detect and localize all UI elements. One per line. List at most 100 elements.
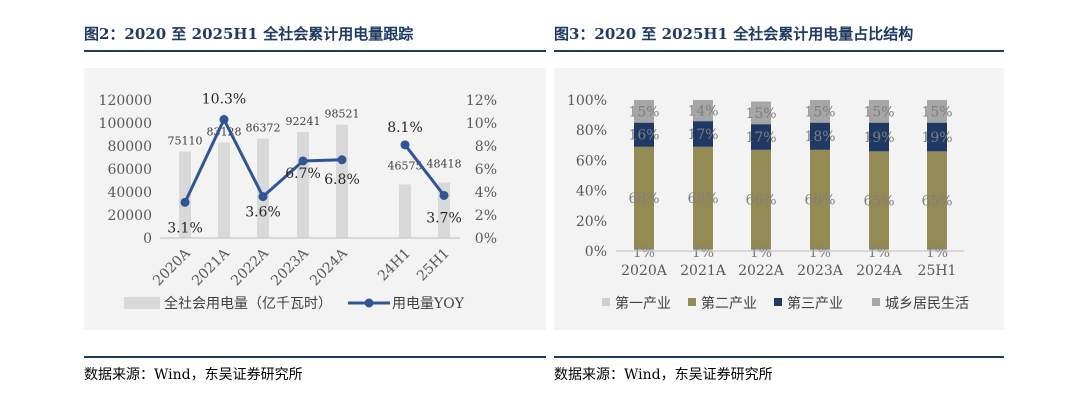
yoy-point [219,115,229,125]
y-right-tick-label: 12% [466,93,497,109]
stack-segment [693,249,713,251]
y-left-tick-label: 100000 [99,116,152,132]
stack-segment [751,249,771,251]
segment-value-label: 1% [868,245,890,261]
yoy-point [258,192,268,202]
segment-value-label: 68% [628,191,659,207]
stack-segment [810,122,830,150]
yoy-value-label: 6.7% [285,166,321,182]
segment-value-label: 15% [745,106,776,122]
segment-value-label: 16% [628,128,659,144]
stack-segment [634,146,654,250]
stack-segment [634,249,654,251]
y-tick-label: 100% [567,93,607,109]
yoy-value-label: 10.3% [202,92,246,108]
segment-value-label: 65% [863,193,894,209]
x-tick-label: 2020A [621,263,668,279]
stack-segment [810,249,830,251]
y-left-tick-label: 20000 [107,208,152,224]
x-tick-label: 2023A [268,245,312,289]
y-right-tick-label: 2% [475,208,497,224]
yoy-line [403,143,446,197]
segment-value-label: 1% [633,245,655,261]
yoy-point [180,197,190,207]
yoy-value-label: 3.6% [245,205,281,221]
stack-segment [693,146,713,250]
stack-segment [869,122,889,152]
x-tick-label: 2022A [228,245,272,289]
y-tick-label: 20% [576,214,607,230]
stack-segment [927,151,947,250]
title-rule [554,50,1004,52]
bar [179,151,191,238]
y-left-tick-label: 60000 [107,162,152,178]
segment-value-label: 17% [687,127,718,143]
legend-swatch [602,298,610,306]
bar [218,142,230,238]
bar-value-label: 75110 [168,135,203,148]
y-tick-label: 80% [576,123,607,139]
y-left-tick-label: 80000 [107,139,152,155]
legend-swatch [774,298,782,306]
y-tick-label: 60% [576,153,607,169]
segment-value-label: 1% [809,245,831,261]
figure-2-title: 图2：2020 至 2025H1 全社会累计用电量跟踪 [84,25,414,43]
yoy-value-label: 3.7% [426,210,462,226]
legend-bar-swatch [124,297,160,309]
stack-segment [693,121,713,147]
y-right-tick-label: 6% [475,162,497,178]
segment-value-label: 15% [863,104,894,120]
segment-value-label: 66% [804,193,835,209]
legend-bar-label: 全社会用电量（亿千瓦时） [164,295,332,312]
stack-segment [634,100,654,123]
x-tick-label: 2020A [150,245,194,289]
segment-value-label: 66% [745,193,776,209]
legend-label: 第二产业 [701,295,757,312]
data-source: 数据来源：Wind，东吴证券研究所 [84,367,303,383]
bar [297,131,309,238]
title-rule [84,50,546,52]
segment-value-label: 65% [921,193,952,209]
x-tick-label: 2024A [856,263,903,279]
bar-value-label: 83128 [207,125,242,138]
y-left-tick-label: 120000 [99,93,152,109]
x-tick-label: 2021A [189,245,233,289]
segment-value-label: 1% [692,245,714,261]
yoy-value-label: 3.1% [167,220,203,236]
source-rule [554,356,1004,358]
bar-value-label: 92241 [286,115,321,128]
stack-segment [751,149,771,250]
stack-segment [810,100,830,123]
x-tick-label: 2024A [307,245,351,289]
stack-segment [751,101,771,125]
source-rule [84,356,546,358]
electricity-consumption-panel: 图2：2020 至 2025H1 全社会累计用电量跟踪 0 20000 40000 6… [84,0,546,405]
y-left-tick-label: 0 [143,231,152,247]
legend-label: 第一产业 [615,295,671,312]
legend-line-label: 用电量YOY [392,296,465,312]
segment-value-label: 14% [687,104,718,120]
data-source: 数据来源：Wind，东吴证券研究所 [554,367,773,383]
legend-label: 第三产业 [787,295,843,312]
bar-value-label: 98521 [325,108,360,121]
y-right-tick-label: 10% [466,116,497,132]
bar-value-label: 86372 [246,122,281,135]
y-right-tick-label: 8% [475,139,497,155]
legend-swatch [688,298,696,306]
legend-line-marker [364,298,374,308]
segment-value-label: 68% [687,191,718,207]
x-tick-label: 2023A [797,263,844,279]
stack-segment [634,122,654,147]
segment-value-label: 15% [628,104,659,120]
segment-value-label: 19% [921,130,952,146]
y-right-tick-label: 0% [475,231,497,247]
bar [257,138,269,238]
yoy-point [298,156,308,166]
stack-segment [927,249,947,251]
bar-value-label: 48418 [427,157,462,170]
yoy-point [439,190,449,200]
y-tick-label: 0% [585,244,607,260]
yoy-value-label: 6.8% [324,172,360,188]
legend-swatch [872,298,880,306]
stack-segment [869,249,889,251]
